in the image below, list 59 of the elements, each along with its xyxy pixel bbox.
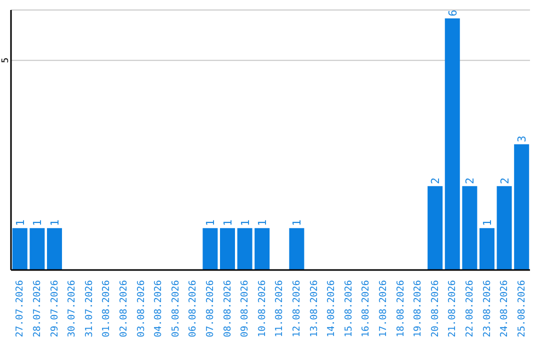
- data-label: 1: [221, 219, 234, 226]
- bar: [289, 228, 304, 270]
- bar: [254, 228, 270, 270]
- bar: [30, 228, 45, 270]
- data-label: 1: [480, 219, 494, 226]
- bar: [46, 228, 62, 270]
- x-tick-label: 10.08.2026: [256, 280, 268, 338]
- data-label: 1: [31, 219, 44, 226]
- x-tick-label: 08.08.2026: [222, 280, 234, 338]
- x-tick-label: 14.08.2026: [326, 280, 338, 338]
- x-tick-label: 07.08.2026: [204, 280, 216, 338]
- data-label: 1: [204, 219, 218, 226]
- bar: [12, 228, 28, 270]
- x-tick-label: 12.08.2026: [291, 280, 302, 338]
- x-tick-label: 13.08.2026: [308, 280, 320, 338]
- x-tick-label: 04.08.2026: [153, 280, 164, 338]
- bar: [444, 18, 460, 270]
- x-tick-label: 28.07.2026: [32, 280, 43, 338]
- x-tick-label: 19.08.2026: [412, 280, 424, 338]
- data-label: 2: [464, 178, 477, 184]
- x-tick-label: 29.07.2026: [49, 280, 60, 338]
- data-label: 1: [14, 219, 27, 226]
- data-label: 1: [256, 219, 270, 226]
- bar: [514, 144, 530, 270]
- bar: [428, 186, 443, 270]
- x-tick-label: 20.08.2026: [430, 280, 441, 338]
- y-tick-label: 5: [1, 58, 11, 64]
- x-tick-label: 24.08.2026: [499, 280, 510, 338]
- x-tick-label: 06.08.2026: [188, 280, 199, 338]
- bar: [496, 186, 512, 270]
- x-tick-label: 23.08.2026: [482, 280, 493, 338]
- bar: [479, 228, 494, 270]
- x-tick-label: 21.08.2026: [447, 280, 458, 338]
- data-label: 1: [290, 219, 304, 226]
- x-tick-label: 17.08.2026: [378, 280, 389, 338]
- x-tick-label: 09.08.2026: [240, 280, 251, 338]
- x-tick-label: 18.08.2026: [395, 280, 406, 338]
- data-label: 6: [446, 10, 460, 16]
- data-label: 3: [516, 136, 529, 142]
- x-tick-label: 01.08.2026: [101, 280, 112, 338]
- bar: [202, 228, 218, 270]
- x-tick-label: 27.07.2026: [14, 280, 26, 338]
- bar: [462, 186, 478, 270]
- x-tick-label: 02.08.2026: [118, 280, 130, 338]
- bar: [237, 228, 252, 270]
- data-label: 2: [429, 178, 442, 184]
- data-label: 2: [498, 178, 512, 184]
- x-tick-label: 25.08.2026: [516, 280, 528, 338]
- x-tick-label: 16.08.2026: [360, 280, 372, 338]
- x-tick-label: 11.08.2026: [274, 280, 286, 338]
- x-tick-label: 22.08.2026: [464, 280, 476, 338]
- x-tick-label: 03.08.2026: [136, 280, 147, 338]
- x-tick-label: 15.08.2026: [343, 280, 354, 338]
- bar: [220, 228, 235, 270]
- x-tick-label: 31.07.2026: [84, 280, 95, 338]
- x-tick-label: 30.07.2026: [66, 280, 78, 338]
- data-label: 1: [48, 219, 62, 226]
- x-tick-label: 05.08.2026: [170, 280, 182, 338]
- data-label: 1: [238, 219, 252, 226]
